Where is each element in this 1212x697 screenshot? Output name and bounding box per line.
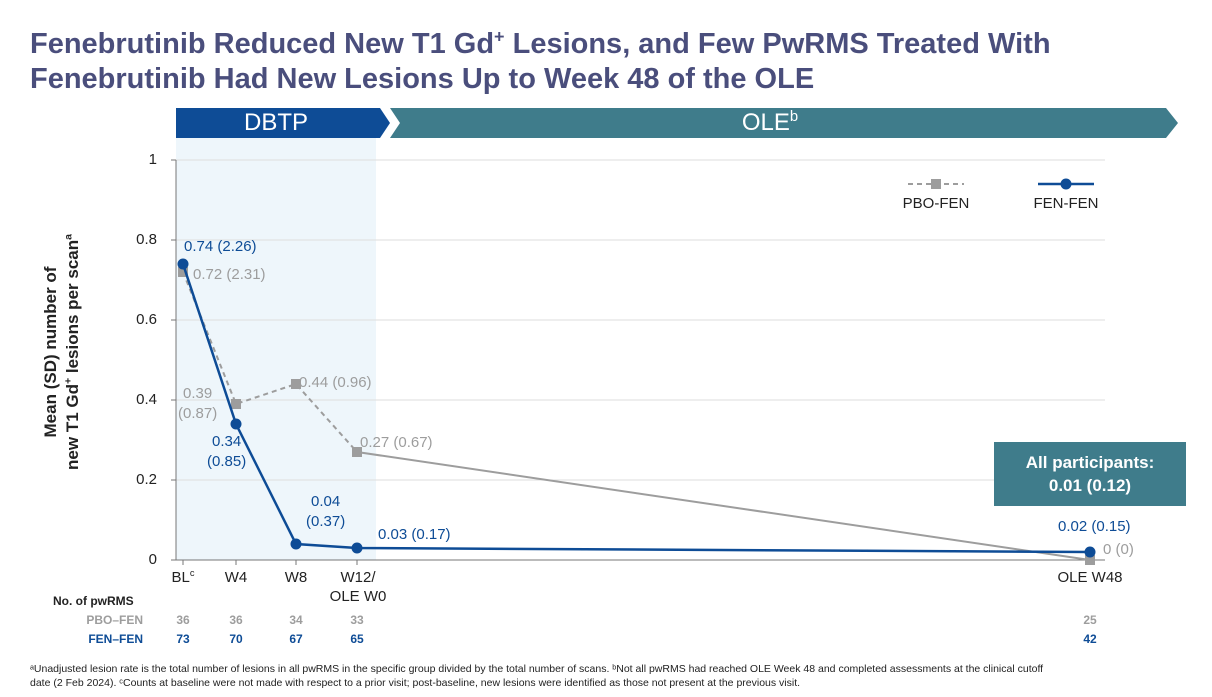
n-cell: 36: [229, 613, 243, 627]
data-label-pbo-w48: 0 (0): [1103, 541, 1134, 558]
x-tick-bl-sup: c: [189, 568, 195, 578]
x-tick-label: W4: [224, 569, 248, 586]
ole-label: OLEb: [660, 108, 880, 138]
callout-line2: 0.01 (0.12): [1048, 476, 1132, 495]
title-line2: Fenebrutinib Had New Lesions Up to Week …: [30, 63, 815, 95]
y-axis-label-line2-post: lesions per scan: [63, 239, 82, 378]
x-tick-label: BLc: [138, 568, 228, 587]
data-label-fen-w8-l2: (0.37): [306, 513, 346, 530]
data-label-fen-w8: 0.04 (0.37): [306, 492, 345, 532]
y-tick-label: 1: [148, 151, 157, 168]
x-tick-w12: W12/: [340, 569, 376, 586]
fen-fen-point: [177, 258, 189, 270]
x-tick-label: OLE W48: [1057, 569, 1123, 586]
y-tick-label: 0.4: [136, 391, 157, 408]
all-participants-callout: All participants: 0.01 (0.12): [994, 442, 1186, 506]
y-axis-label-sup2: a: [62, 234, 75, 240]
n-cell: 73: [176, 632, 190, 646]
x-tick-ole-w0: OLE W0: [329, 588, 387, 605]
dbtp-shade: [176, 138, 376, 560]
y-tick-label: 0.6: [136, 311, 157, 328]
data-label-fen-w4: 0.34 (0.85): [207, 432, 246, 472]
x-tick-label: W12/ OLE W0: [313, 568, 403, 606]
fen-fen-point: [351, 542, 363, 554]
fen-fen-point: [1084, 546, 1096, 558]
data-label-pbo-bl: 0.72 (2.31): [193, 266, 266, 283]
data-label-pbo-w4-l2: (0.87): [178, 405, 218, 422]
pbo-fen-line-ole: [356, 451, 1091, 561]
n-row-label-pbo: PBO–FEN: [86, 613, 143, 627]
ole-arrow: [390, 108, 1178, 138]
data-label-fen-w48: 0.02 (0.15): [1058, 518, 1131, 535]
n-cell: 65: [350, 632, 364, 646]
page-title: Fenebrutinib Reduced New T1 Gd+ Lesions,…: [30, 27, 1200, 97]
dbtp-label: DBTP: [243, 109, 308, 136]
legend-label-pbo: PBO-FEN: [902, 195, 970, 212]
title-line1-pre: Fenebrutinib Reduced New T1 Gd: [30, 28, 495, 60]
data-label-pbo-w4-l1: 0.39: [182, 385, 213, 402]
n-cell: 42: [1083, 632, 1097, 646]
ole-label-sup: b: [789, 109, 799, 125]
data-label-pbo-w12: 0.27 (0.67): [360, 434, 433, 451]
y-tick-label: 0.8: [136, 231, 157, 248]
legend-marker-pbo: [931, 179, 941, 189]
x-tick-bl: BL: [171, 569, 190, 586]
x-tick-label: W8: [284, 569, 308, 586]
pbo-fen-point: [291, 379, 301, 389]
title-line1-post: Lesions, and Few PwRMS Treated With: [504, 28, 1051, 60]
fen-fen-point: [290, 538, 302, 550]
data-label-pbo-w4: 0.39 (0.87): [178, 384, 217, 424]
data-label-fen-w4-l1: 0.34: [211, 433, 242, 450]
n-row-label-fen: FEN–FEN: [88, 632, 143, 646]
pbo-fen-point: [1085, 555, 1095, 565]
title-line1-sup: +: [494, 26, 505, 47]
data-label-fen-w12: 0.03 (0.17): [378, 526, 451, 543]
ole-label-text: OLE: [741, 109, 790, 136]
n-cell: 25: [1083, 613, 1097, 627]
callout-line1: All participants:: [1025, 453, 1155, 472]
dbtp-arrow: [176, 108, 390, 138]
n-cell: 34: [289, 613, 303, 627]
data-label-pbo-w8: 0.44 (0.96): [299, 374, 372, 391]
legend-marker-fen: [1060, 178, 1072, 190]
fen-fen-point: [230, 418, 242, 430]
pbo-fen-line-dbtp: [182, 271, 358, 453]
footnote: ᵃUnadjusted lesion rate is the total num…: [30, 662, 1200, 690]
n-table-title: No. of pwRMS: [53, 594, 134, 608]
pbo-fen-point: [178, 267, 188, 277]
n-cell: 67: [289, 632, 303, 646]
y-axis-label: Mean (SD) number of new T1 Gd+ lesions p…: [40, 162, 96, 542]
pbo-fen-point: [231, 399, 241, 409]
y-axis-label-line2-pre: new T1 Gd: [63, 384, 82, 470]
pbo-fen-point: [352, 447, 362, 457]
y-axis-label-sup: +: [62, 377, 75, 384]
data-label-fen-bl: 0.74 (2.26): [184, 238, 257, 255]
n-cell: 33: [350, 613, 364, 627]
n-cell: 70: [229, 632, 243, 646]
legend-label-fen: FEN-FEN: [1033, 195, 1099, 212]
n-cell: 36: [176, 613, 190, 627]
y-axis-label-line1: Mean (SD) number of: [41, 266, 60, 438]
footnote-line2: date (2 Feb 2024). ᶜCounts at baseline w…: [30, 677, 801, 689]
data-label-fen-w8-l1: 0.04: [310, 493, 341, 510]
y-tick-label: 0.2: [136, 471, 157, 488]
y-tick-label: 0: [148, 551, 157, 568]
data-label-fen-w4-l2: (0.85): [207, 453, 247, 470]
footnote-line1: ᵃUnadjusted lesion rate is the total num…: [30, 663, 1044, 675]
